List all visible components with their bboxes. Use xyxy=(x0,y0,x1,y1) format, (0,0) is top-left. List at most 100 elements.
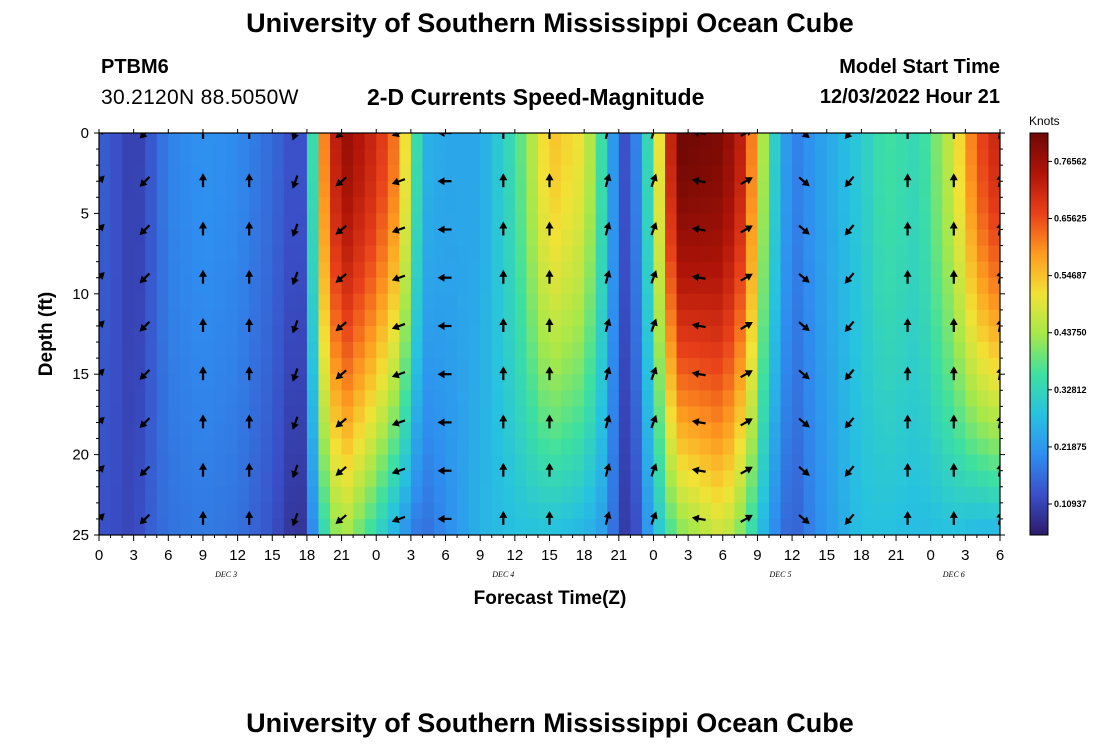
heatmap-cell xyxy=(191,374,204,391)
heatmap-cell xyxy=(491,133,504,150)
heatmap-cell xyxy=(618,390,631,407)
heatmap-cell xyxy=(849,422,862,440)
heatmap-cell xyxy=(965,518,978,535)
heatmap-cell xyxy=(641,438,655,456)
heatmap-cell xyxy=(202,502,216,520)
heatmap-cell xyxy=(953,149,966,166)
heatmap-cell xyxy=(526,342,539,359)
heatmap-cell xyxy=(942,277,955,295)
heatmap-cell xyxy=(202,342,216,359)
current-arrow xyxy=(291,512,299,527)
heatmap-cell xyxy=(249,406,262,424)
heatmap-cell xyxy=(387,165,400,182)
heatmap-cell xyxy=(722,133,735,150)
heatmap-cell xyxy=(607,245,620,263)
heatmap-cell xyxy=(572,181,585,198)
heatmap-cell xyxy=(122,197,135,214)
heatmap-cell xyxy=(976,261,990,279)
heatmap-cell xyxy=(410,277,424,295)
heatmap-cell xyxy=(214,518,227,535)
heatmap-cell xyxy=(641,390,655,407)
heatmap-cell xyxy=(584,518,597,535)
heatmap-cell xyxy=(283,197,296,214)
heatmap-cell xyxy=(295,133,308,150)
heatmap-cell xyxy=(734,422,747,440)
current-arrow xyxy=(499,173,508,188)
heatmap-cell xyxy=(734,293,747,311)
heatmap-cell xyxy=(699,197,712,214)
heatmap-cell xyxy=(595,374,608,391)
heatmap-cell xyxy=(226,309,239,327)
heatmap-cell xyxy=(330,165,343,182)
heatmap-cell xyxy=(561,277,574,295)
heatmap-cell xyxy=(260,502,273,520)
current-arrow xyxy=(391,418,406,427)
heatmap-cell xyxy=(306,374,320,391)
current-arrow xyxy=(499,269,508,284)
heatmap-cell xyxy=(422,342,435,359)
heatmap-cell xyxy=(353,245,366,263)
heatmap-cell xyxy=(757,518,770,535)
heatmap-cell xyxy=(734,374,747,391)
heatmap-cell xyxy=(722,213,735,231)
heatmap-cell xyxy=(826,197,839,214)
heatmap-cell xyxy=(930,470,943,488)
heatmap-cell xyxy=(503,518,516,535)
heatmap-cell xyxy=(526,518,539,535)
heatmap-cell xyxy=(168,213,181,231)
current-arrow xyxy=(650,221,658,236)
heatmap-cell xyxy=(965,277,978,295)
heatmap-cell xyxy=(768,342,782,359)
heatmap-cell xyxy=(422,245,435,263)
heatmap-cell xyxy=(792,374,805,391)
heatmap-cell xyxy=(872,518,886,535)
heatmap-cell xyxy=(260,374,273,391)
heatmap-cell xyxy=(156,149,169,166)
heatmap-cell xyxy=(156,390,169,407)
heatmap-cell xyxy=(283,438,296,456)
heatmap-cell xyxy=(249,502,262,520)
current-arrow xyxy=(798,224,810,235)
heatmap-cell xyxy=(653,470,666,488)
heatmap-cell xyxy=(826,245,839,263)
heatmap-cell xyxy=(734,342,747,359)
heatmap-cell xyxy=(145,438,158,456)
heatmap-cell xyxy=(815,502,828,520)
heatmap-cell xyxy=(745,374,759,391)
heatmap-cell xyxy=(757,454,770,472)
heatmap-cell xyxy=(445,165,458,182)
heatmap-cell xyxy=(376,390,389,407)
heatmap-cell xyxy=(468,438,481,456)
heatmap-cell xyxy=(179,149,193,166)
current-arrow xyxy=(139,272,151,284)
heatmap-cell xyxy=(572,309,585,327)
heatmap-cell xyxy=(919,454,932,472)
heatmap-cell xyxy=(780,390,793,407)
heatmap-cell xyxy=(872,406,886,424)
heatmap-cell xyxy=(226,325,239,343)
current-arrow xyxy=(691,418,706,427)
heatmap-cell xyxy=(549,358,562,375)
heatmap-cell xyxy=(526,454,539,472)
heatmap-cell xyxy=(306,133,320,150)
current-arrow xyxy=(603,511,612,525)
heatmap-cell xyxy=(768,374,782,391)
heatmap-cell xyxy=(122,342,135,359)
current-arrow xyxy=(437,133,452,137)
heatmap-cell xyxy=(780,133,793,150)
heatmap-cell xyxy=(353,309,366,327)
heatmap-cell xyxy=(318,342,331,359)
heatmap-cell xyxy=(422,325,435,343)
heatmap-cell xyxy=(630,213,643,231)
heatmap-cell xyxy=(295,293,308,311)
current-arrow xyxy=(437,177,452,186)
heatmap-cell xyxy=(364,165,377,182)
heatmap-cell xyxy=(861,261,874,279)
heatmap-cell xyxy=(445,309,458,327)
heatmap-cell xyxy=(353,470,366,488)
current-arrow xyxy=(139,133,151,139)
heatmap-cell xyxy=(688,470,701,488)
heatmap-cell xyxy=(156,422,169,440)
heatmap-cell xyxy=(480,229,493,247)
